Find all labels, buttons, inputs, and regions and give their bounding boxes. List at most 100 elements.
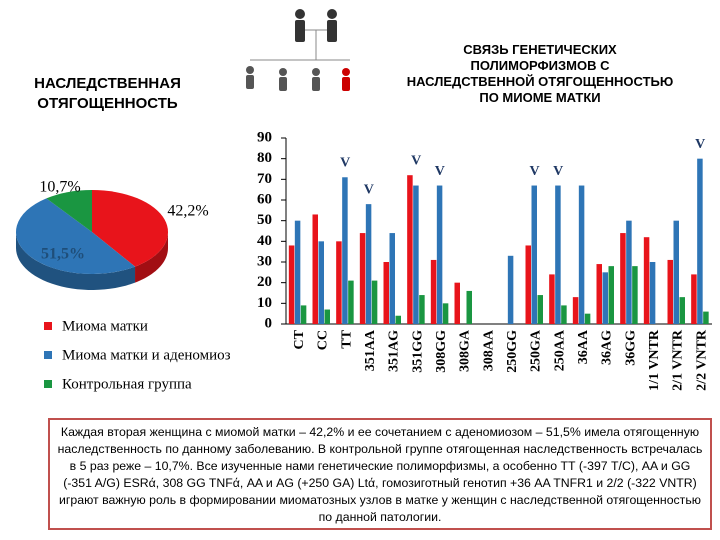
bar bbox=[318, 241, 324, 324]
bar bbox=[643, 237, 650, 324]
x-tick-label: 2/2 VNTR bbox=[694, 329, 709, 391]
bar bbox=[395, 315, 401, 324]
bar bbox=[537, 295, 543, 324]
annotation: V bbox=[529, 164, 539, 179]
x-tick-label: 351AG bbox=[387, 330, 402, 372]
x-tick-label: 250GG bbox=[505, 330, 520, 373]
x-tick-label: TT bbox=[339, 329, 354, 348]
y-tick-label: 70 bbox=[257, 171, 272, 187]
pie-slice bbox=[16, 198, 136, 274]
bar bbox=[703, 311, 709, 324]
bar bbox=[324, 309, 330, 324]
bar bbox=[413, 185, 419, 324]
pie-side bbox=[135, 232, 168, 283]
bar bbox=[626, 220, 632, 324]
bar bbox=[679, 297, 685, 324]
bar bbox=[667, 259, 673, 324]
bar bbox=[649, 262, 656, 324]
bar bbox=[691, 274, 697, 324]
legend-label: Контрольная группа bbox=[62, 376, 192, 392]
bar bbox=[365, 204, 372, 324]
x-tick-label: 36AG bbox=[600, 330, 615, 365]
bar bbox=[300, 305, 307, 324]
bar bbox=[578, 185, 585, 324]
legend-label: Миома матки и аденомиоз bbox=[62, 347, 231, 363]
bar-title: СВЯЗЬ ГЕНЕТИЧЕСКИХ ПОЛИМОРФИЗМОВ С НАСЛЕ… bbox=[406, 42, 674, 105]
legend-swatch bbox=[44, 380, 52, 388]
bar bbox=[342, 177, 348, 324]
bar bbox=[584, 313, 591, 324]
bar bbox=[419, 295, 425, 324]
x-tick-label: 250AA bbox=[552, 329, 567, 371]
x-tick-label: 308GA bbox=[458, 329, 473, 372]
bar bbox=[697, 158, 703, 324]
x-tick-label: 351GG bbox=[410, 330, 425, 373]
bar bbox=[359, 233, 366, 324]
y-tick-label: 60 bbox=[257, 191, 272, 207]
y-tick-label: 10 bbox=[257, 295, 272, 311]
bar bbox=[572, 297, 579, 324]
pie-label: 51,5% bbox=[41, 246, 85, 263]
pie-label: 42,2% bbox=[167, 203, 208, 220]
y-tick-label: 20 bbox=[257, 274, 272, 290]
y-tick-label: 80 bbox=[257, 150, 272, 166]
annotation: V bbox=[553, 164, 563, 179]
bar bbox=[371, 280, 378, 324]
bar bbox=[602, 272, 608, 324]
annotation: V bbox=[340, 155, 350, 170]
bar bbox=[389, 233, 395, 324]
bar bbox=[549, 274, 555, 324]
bar bbox=[561, 305, 567, 324]
annotation: V bbox=[364, 182, 374, 197]
bar bbox=[555, 185, 561, 324]
pie-label: 10,7% bbox=[39, 179, 80, 196]
y-tick-label: 0 bbox=[265, 315, 273, 331]
pie-slice bbox=[92, 190, 168, 267]
bar bbox=[348, 280, 354, 324]
bar bbox=[466, 290, 472, 324]
annotation: V bbox=[435, 164, 445, 179]
y-tick-label: 90 bbox=[257, 129, 272, 145]
x-tick-label: 36AA bbox=[576, 329, 591, 364]
bar bbox=[436, 185, 443, 324]
bar bbox=[336, 241, 342, 324]
bar bbox=[525, 245, 531, 324]
x-tick-label: 308GG bbox=[434, 330, 449, 373]
bar bbox=[454, 282, 460, 324]
bar bbox=[383, 262, 389, 324]
annotation: V bbox=[411, 153, 421, 168]
y-tick-label: 50 bbox=[257, 212, 272, 228]
pie-slice bbox=[46, 190, 92, 232]
bar bbox=[442, 303, 449, 324]
legend-swatch bbox=[44, 322, 52, 330]
note: Каждая вторая женщина с миомой матки – 4… bbox=[48, 418, 712, 530]
bar bbox=[531, 185, 537, 324]
family-icon bbox=[246, 9, 350, 91]
bar bbox=[507, 255, 514, 324]
legend-swatch bbox=[44, 351, 52, 359]
x-tick-label: 2/1 VNTR bbox=[671, 329, 686, 391]
x-tick-label: 351AA bbox=[363, 329, 378, 371]
bar bbox=[288, 245, 295, 324]
pie-title: НАСЛЕДСТВЕННАЯ ОТЯГОЩЕННОСТЬ bbox=[34, 75, 181, 112]
x-tick-label: CT bbox=[292, 329, 307, 349]
y-tick-label: 40 bbox=[257, 233, 272, 249]
bar bbox=[312, 214, 318, 324]
x-tick-label: 308AA bbox=[481, 329, 496, 371]
bar bbox=[294, 220, 301, 324]
y-tick-label: 30 bbox=[257, 253, 272, 269]
bar bbox=[430, 259, 437, 324]
x-tick-label: CC bbox=[316, 330, 331, 350]
x-tick-label: 36GG bbox=[623, 330, 638, 366]
bar bbox=[596, 264, 602, 324]
bar bbox=[673, 220, 679, 324]
bar bbox=[608, 266, 614, 324]
annotation: V bbox=[695, 137, 705, 152]
legend-label: Миома матки bbox=[62, 318, 148, 334]
x-tick-label: 1/1 VNTR bbox=[647, 329, 662, 391]
bar bbox=[620, 233, 626, 324]
bar bbox=[632, 266, 638, 324]
bar bbox=[407, 175, 413, 324]
